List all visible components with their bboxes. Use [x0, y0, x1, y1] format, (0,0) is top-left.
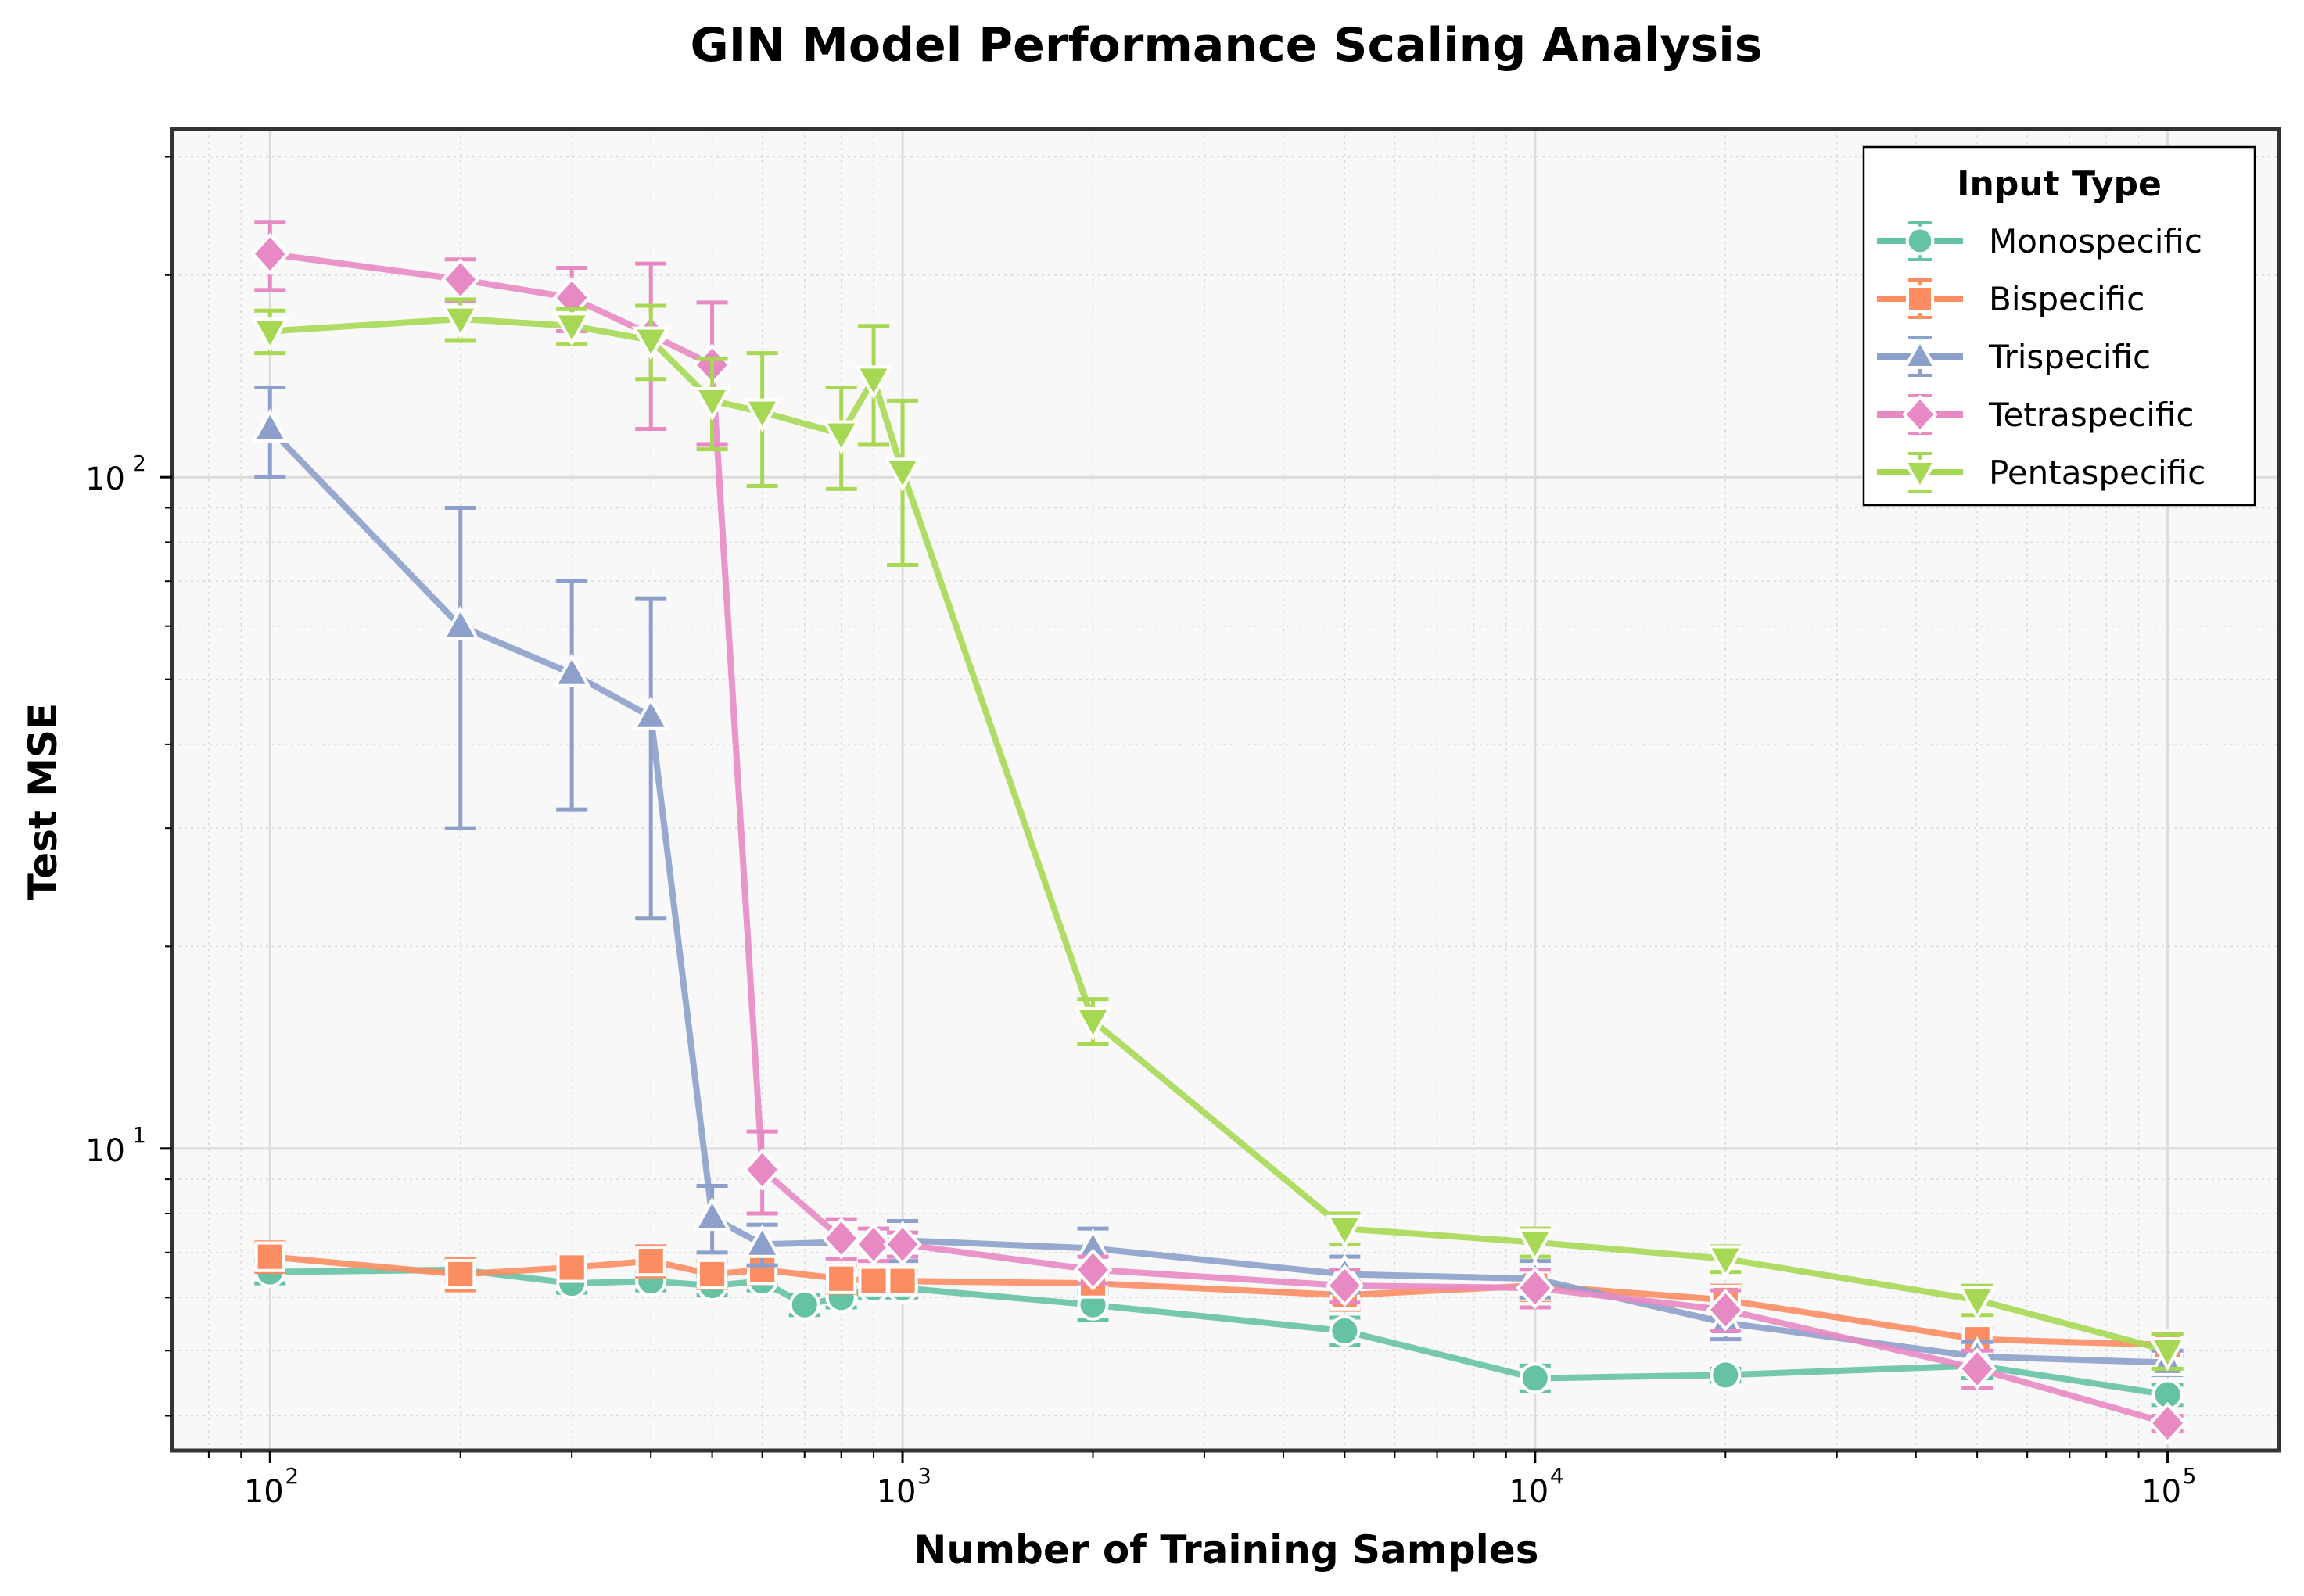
data-point — [854, 1223, 893, 1266]
x-tick-exponent: 3 — [917, 1463, 931, 1489]
data-point — [742, 1148, 782, 1192]
data-point — [441, 605, 480, 640]
legend-label: Monospecific — [1989, 222, 2202, 260]
y-tick-exponent: 1 — [132, 1122, 146, 1148]
data-point — [887, 1265, 918, 1297]
series-pentaspecific — [250, 297, 2187, 1372]
legend-box — [1862, 145, 2256, 507]
legend-marker — [1902, 337, 1938, 369]
axis-ticks: 10 2 10 3 10 4 10 510 110 2 — [85, 156, 2197, 1510]
data-point — [1326, 1214, 1364, 1250]
data-point — [250, 317, 289, 352]
data-point — [2148, 1336, 2187, 1372]
data-point — [250, 408, 289, 443]
data-point — [1958, 1286, 1997, 1321]
legend-marker — [1902, 395, 1938, 434]
legend-entry-trispecific: Trispecific — [1877, 336, 2151, 377]
data-point — [858, 1265, 889, 1297]
x-tick-label: 10 — [877, 1474, 917, 1510]
legend-entry-monospecific: Monospecific — [1877, 221, 2202, 261]
data-point — [635, 1246, 666, 1277]
data-point — [1706, 1288, 1745, 1332]
y-tick-label: 10 — [85, 461, 125, 497]
data-point — [883, 1223, 922, 1266]
data-point — [1519, 1362, 1551, 1394]
y-axis-label: Test MSE — [20, 703, 66, 900]
data-point — [696, 1258, 728, 1290]
data-point — [1325, 1264, 1365, 1307]
series-line-monospecific — [270, 1266, 2169, 1398]
plot-border — [170, 127, 2281, 1453]
minor-grid — [172, 129, 2279, 1451]
data-point — [854, 365, 893, 400]
x-tick-label: 10 — [244, 1474, 284, 1510]
data-point — [822, 420, 860, 454]
data-point — [1516, 1228, 1555, 1263]
data-point — [2148, 1401, 2187, 1445]
data-point — [445, 1258, 476, 1290]
legend-label: Trispecific — [1988, 338, 2151, 376]
legend-marker — [1906, 285, 1934, 313]
legend-entry-tetraspecific: Tetraspecific — [1877, 394, 2195, 435]
series-tetraspecific — [250, 220, 2187, 1445]
y-tick-exponent: 2 — [132, 450, 146, 476]
x-tick-label: 10 — [2141, 1474, 2181, 1510]
legend-label: Bispecific — [1989, 280, 2144, 318]
markers-pentaspecific — [250, 305, 2187, 1372]
data-point — [556, 1252, 587, 1283]
chart-title: GIN Model Performance Scaling Analysis — [690, 18, 1762, 73]
legend-label: Tetraspecific — [1988, 396, 2195, 434]
data-point — [821, 1217, 861, 1260]
data-point — [552, 312, 591, 346]
data-point — [826, 1263, 857, 1294]
legend-entry-pentaspecific: Pentaspecific — [1877, 452, 2205, 493]
x-tick-label: 10 — [1509, 1474, 1549, 1510]
data-point — [1329, 1315, 1361, 1347]
data-point — [788, 1289, 820, 1321]
legend-marker — [1905, 226, 1935, 256]
legend-title: Input Type — [1957, 164, 2162, 204]
data-point — [1074, 1006, 1112, 1042]
data-point — [1958, 1347, 1997, 1390]
data-point — [631, 696, 670, 730]
data-point — [743, 1224, 781, 1258]
data-point — [743, 398, 781, 433]
legend: Input Type Monospecific Bispecific Trispec… — [1862, 145, 2256, 507]
data-point — [1706, 1245, 1745, 1279]
legend-entry-bispecific: Bispecific — [1877, 278, 2144, 319]
data-point — [250, 232, 289, 275]
data-point — [693, 1196, 731, 1232]
y-tick-label: 10 — [85, 1133, 125, 1169]
x-tick-exponent: 4 — [1550, 1463, 1564, 1489]
series-layer — [250, 220, 2187, 1445]
data-point — [693, 386, 731, 421]
data-point — [631, 326, 670, 361]
data-point — [1516, 1266, 1555, 1310]
data-point — [1710, 1359, 1742, 1391]
plot-frame — [170, 127, 2281, 1453]
x-axis-label: Number of Training Samples — [914, 1527, 1539, 1573]
x-tick-exponent: 2 — [285, 1463, 299, 1489]
data-point — [1073, 1248, 1113, 1291]
legend-label: Pentaspecific — [1989, 454, 2205, 492]
data-point — [441, 305, 480, 340]
data-point — [552, 653, 591, 687]
legend-marker — [1902, 460, 1938, 492]
data-point — [883, 457, 922, 492]
data-point — [254, 1241, 285, 1272]
x-tick-exponent: 5 — [2183, 1463, 2197, 1489]
